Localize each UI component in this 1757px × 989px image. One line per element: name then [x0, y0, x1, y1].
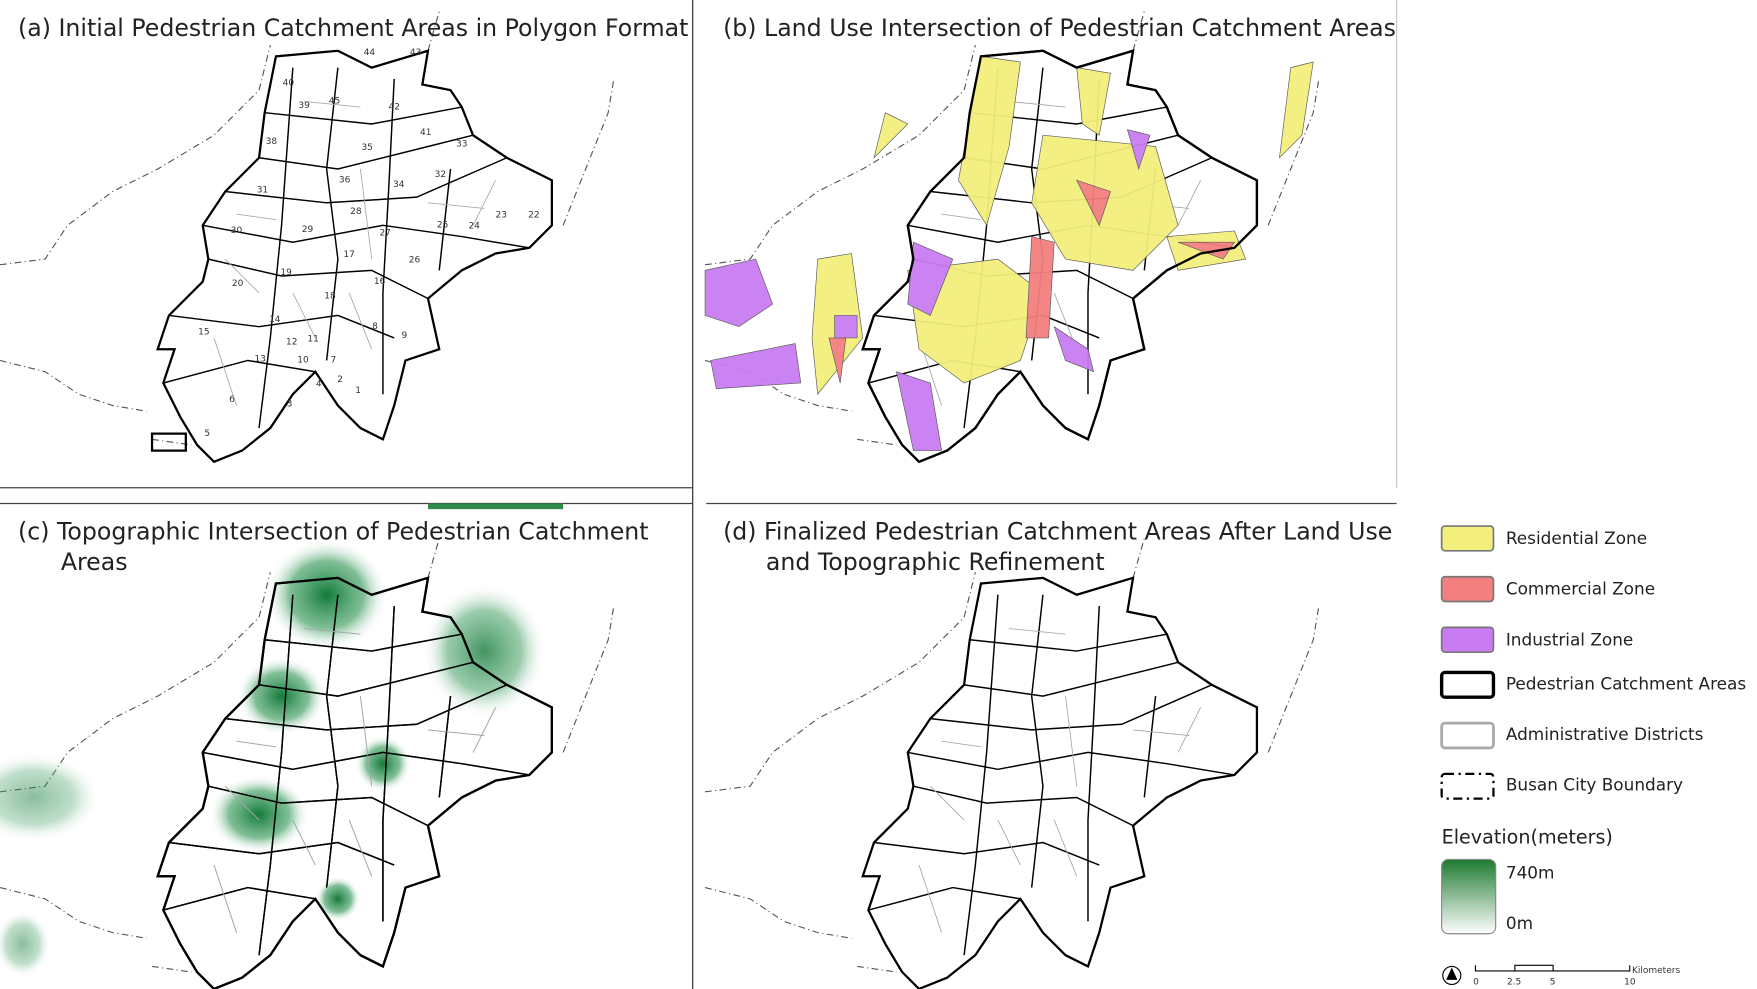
legend-label: Pedestrian Catchment Areas [1506, 673, 1746, 693]
district-label: 18 [324, 292, 336, 302]
district-label: 26 [409, 255, 421, 265]
north-arrow [1446, 967, 1458, 980]
district-label: 20 [232, 279, 244, 289]
district-label: 33 [456, 139, 467, 149]
district-label: 43 [410, 48, 421, 58]
scale-label: 2.5 [1507, 977, 1521, 987]
district-label: 15 [198, 328, 209, 338]
legend-label: Residential Zone [1506, 528, 1647, 548]
scale-bar: 0 2.5 5 10 Kilometers [1442, 964, 1680, 987]
legend-label: Industrial Zone [1506, 629, 1633, 649]
district-label: 11 [307, 334, 318, 344]
district-label: 10 [297, 356, 309, 366]
elevation-ramp [1441, 858, 1497, 935]
district-label: 39 [298, 101, 310, 111]
district-label: 32 [435, 170, 446, 180]
district-label: 28 [350, 207, 362, 217]
scale-label: 10 [1624, 977, 1636, 987]
district-label: 31 [257, 186, 268, 196]
scale-label: 5 [1550, 977, 1556, 987]
district-label: 27 [379, 228, 390, 238]
district-label: 38 [266, 137, 278, 147]
legend-label: Commercial Zone [1506, 579, 1655, 599]
scale-label: 0 [1473, 977, 1479, 987]
district-label: 24 [468, 222, 480, 232]
district-label: 17 [343, 250, 354, 260]
panel-title: Areas [61, 548, 128, 576]
legend-label: Busan City Boundary [1506, 775, 1683, 795]
district-label: 23 [495, 210, 506, 220]
panel-title: (a) Initial Pedestrian Catchment Areas i… [18, 14, 688, 42]
district-label: 7 [331, 356, 337, 366]
legend-label: Administrative Districts [1506, 724, 1704, 744]
district-label: 29 [302, 225, 314, 235]
district-label: 9 [401, 331, 407, 341]
district-label: 44 [364, 48, 376, 58]
panel-title: and Topographic Refinement [766, 548, 1105, 576]
district-label: 30 [231, 226, 243, 236]
legend-swatch [1440, 575, 1495, 603]
panel-c: (c) Topographic Intersection of Pedestri… [0, 503, 649, 989]
district-label: 4 [316, 379, 322, 389]
legend-swatch [1440, 525, 1495, 552]
district-label: 34 [393, 180, 405, 190]
district-label: 1 [355, 386, 361, 396]
legend-swatch [1440, 772, 1495, 800]
district-label: 42 [388, 102, 399, 112]
district-label: 22 [528, 210, 539, 220]
district-label: 40 [283, 79, 295, 89]
legend-swatch [1440, 721, 1495, 750]
district-label: 36 [339, 176, 351, 186]
elevation-title: Elevation(meters) [1442, 826, 1613, 849]
district-label: 14 [269, 315, 281, 325]
elevation-min: 0m [1506, 913, 1533, 933]
district-label: 41 [420, 128, 431, 138]
panel-dividers [0, 0, 1398, 989]
panel-title: (c) Topographic Intersection of Pedestri… [18, 518, 648, 546]
district-label: 25 [437, 221, 448, 231]
land-use-patches [704, 55, 1314, 451]
legend: Residential Zone Commercial Zone Industr… [1439, 525, 1746, 935]
panel-title: (b) Land Use Intersection of Pedestrian … [723, 14, 1396, 42]
district-label: 45 [329, 97, 340, 107]
elevation-edge [427, 503, 564, 510]
legend-swatch [1440, 626, 1495, 654]
district-label: 13 [254, 355, 265, 365]
elevation-max: 740m [1506, 863, 1555, 883]
district-label: 12 [286, 338, 297, 348]
scale-unit: Kilometers [1632, 966, 1680, 976]
district-label: 2 [337, 375, 343, 385]
district-label: 19 [280, 268, 292, 278]
legend-swatch [1439, 670, 1496, 699]
panel-title: (d) Finalized Pedestrian Catchment Areas… [723, 518, 1392, 546]
district-label: 16 [374, 277, 386, 287]
district-label: 8 [372, 322, 378, 332]
panel-d: (d) Finalized Pedestrian Catchment Areas… [705, 518, 1392, 989]
panel-b: (b) Land Use Intersection of Pedestrian … [704, 11, 1396, 463]
district-label: 6 [229, 395, 235, 405]
district-label: 3 [287, 400, 293, 410]
district-label: 5 [204, 429, 210, 439]
district-label: 35 [361, 143, 372, 153]
